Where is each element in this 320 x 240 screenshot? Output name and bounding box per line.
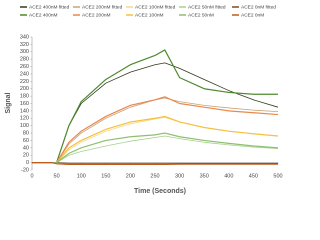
x-tick-label: 50 (54, 173, 60, 179)
y-tick-label: 80 (23, 131, 29, 137)
legend-label: ACE2 100nM (135, 12, 164, 18)
y-tick-label: 140 (20, 108, 29, 114)
x-tick-label: 300 (175, 173, 184, 179)
x-tick-label: 250 (150, 173, 159, 179)
x-tick-label: 150 (101, 173, 110, 179)
series-line (32, 49, 278, 164)
y-tick-label: 40 (23, 145, 29, 151)
y-tick-label: 120 (20, 116, 29, 122)
y-tick-label: 100 (20, 123, 29, 129)
x-tick-label: 500 (273, 173, 282, 179)
x-tick-label: 350 (200, 173, 209, 179)
y-tick-label: 160 (20, 101, 29, 107)
series-line (32, 162, 278, 166)
x-axis-label: Time (Seconds) (134, 188, 186, 195)
series-line (32, 162, 278, 164)
legend-label: ACE2 400nM (29, 12, 58, 18)
legend-label: ACE2 0nM fitted (241, 4, 276, 10)
y-tick-label: 220 (20, 79, 29, 85)
x-tick-label: 100 (77, 173, 86, 179)
x-tick-label: 200 (126, 173, 135, 179)
x-tick-label: 450 (249, 173, 258, 179)
y-tick-label: 200 (20, 86, 29, 92)
y-tick-label: 240 (20, 71, 29, 77)
chart: Time (Seconds) Signal -20020406080100120… (0, 0, 300, 200)
y-axis-label: Signal (5, 92, 12, 113)
y-tick-label: 180 (20, 94, 29, 100)
y-tick-label: 340 (20, 34, 29, 40)
y-tick-label: 280 (20, 57, 29, 63)
legend-label: ACE2 100nM fitted (135, 4, 176, 10)
legend-label: ACE2 50nM fitted (188, 4, 226, 10)
series-line (32, 115, 279, 164)
background (0, 0, 300, 200)
legend-label: ACE2 0nM (241, 12, 264, 18)
legend-label: ACE2 400nM fitted (29, 4, 70, 10)
y-tick-label: -20 (21, 167, 29, 173)
y-tick-label: 320 (20, 42, 29, 48)
y-tick-label: 0 (26, 160, 29, 166)
legend-label: ACE2 50nM (188, 12, 214, 18)
y-tick-label: 260 (20, 64, 29, 70)
x-tick-label: 400 (224, 173, 233, 179)
series-line (32, 132, 279, 164)
legend-label: ACE2 200nM fitted (82, 4, 123, 10)
x-tick-label: 0 (30, 173, 33, 179)
y-tick-label: 300 (20, 49, 29, 55)
y-tick-label: 60 (23, 138, 29, 144)
y-tick-label: 20 (23, 153, 29, 159)
legend-label: ACE2 200nM (82, 12, 111, 18)
